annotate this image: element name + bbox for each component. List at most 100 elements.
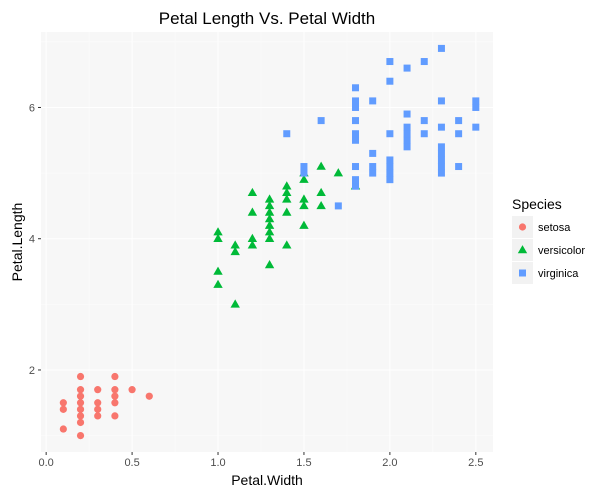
data-point-setosa [111,412,119,420]
data-point-virginica [437,156,445,164]
data-point-virginica [403,64,411,72]
data-point-virginica [352,84,360,92]
legend-key-virginica [519,269,526,277]
data-point-virginica [472,97,480,105]
data-point-versicolor [299,194,309,203]
data-point-setosa [76,392,85,400]
data-point-virginica [352,130,360,138]
data-point-versicolor [247,240,258,249]
data-point-versicolor [247,207,258,216]
data-point-setosa [76,431,85,440]
data-point-setosa [111,386,119,394]
data-point-virginica [317,117,325,125]
minor-gridlines [41,32,493,452]
data-point-virginica [352,117,360,125]
plot-panel [41,32,493,452]
data-point-virginica [386,130,394,138]
data-point-versicolor [264,200,275,210]
y-axis-ticks: 2 4 6 [29,102,41,377]
data-point-versicolor [213,266,223,275]
data-point-versicolor [264,214,275,223]
data-point-virginica [352,176,360,184]
data-point-versicolor [230,246,240,256]
legend-key-setosa [518,223,527,231]
data-point-setosa [111,372,119,381]
series-virginica [283,44,480,210]
data-point-virginica [420,117,428,125]
data-point-versicolor [230,299,240,308]
data-point-virginica [300,169,308,177]
data-point-virginica [437,163,445,171]
data-point-versicolor [213,227,223,236]
data-point-versicolor [247,233,258,242]
data-point-versicolor [230,240,240,249]
data-point-setosa [94,412,102,420]
data-point-setosa [59,399,67,407]
series-versicolor [213,161,361,308]
data-point-versicolor [282,181,292,190]
data-point-versicolor [282,240,292,249]
x-tick-label: 2.5 [468,457,483,469]
data-point-virginica [386,58,394,66]
data-point-virginica [420,58,428,66]
data-point-setosa [76,386,85,394]
data-point-virginica [455,163,463,171]
data-point-virginica [352,136,360,144]
data-point-setosa [76,418,85,427]
legend-label: virginica [538,268,579,280]
data-point-virginica [455,117,463,125]
x-tick-label: 0.5 [124,457,139,469]
data-point-setosa [128,386,136,394]
data-point-virginica [386,176,394,184]
data-point-virginica [472,123,480,131]
data-point-setosa [145,392,153,400]
data-point-virginica [403,143,411,151]
y-tick-label: 2 [29,365,35,377]
data-point-virginica [403,110,411,118]
data-point-virginica [403,136,411,144]
legend-label: setosa [538,222,571,234]
data-point-versicolor [264,260,275,269]
data-point-virginica [386,77,394,85]
data-point-virginica [437,149,445,157]
major-gridlines [41,32,493,452]
data-point-setosa [94,386,102,394]
legend-label: versicolor [538,245,585,257]
x-tick-label: 0.0 [39,457,54,469]
data-point-virginica [386,163,394,171]
data-point-versicolor [316,200,326,210]
data-point-setosa [76,399,85,407]
data-point-virginica [352,163,360,171]
chart-title: Petal Length Vs. Petal Width [159,9,375,28]
data-point-virginica [334,202,342,210]
x-tick-label: 2.0 [382,457,397,469]
data-point-versicolor [213,233,223,242]
data-point-versicolor [264,227,275,236]
data-point-setosa [111,392,119,400]
data-point-virginica [283,130,291,138]
data-point-virginica [386,169,394,177]
data-point-versicolor [282,207,292,216]
data-point-versicolor [213,279,223,288]
data-point-virginica [437,97,445,105]
series-setosa [59,372,153,440]
data-point-virginica [352,97,360,105]
data-point-setosa [76,372,85,381]
data-point-setosa [59,425,67,433]
legend-title: Species [512,196,562,212]
data-point-virginica [403,130,411,138]
x-axis-title: Petal.Width [231,472,303,488]
x-axis-ticks: 0.0 0.5 1.0 1.5 2.0 2.5 [39,452,483,469]
data-point-virginica [352,103,360,111]
data-point-virginica [369,163,377,171]
data-point-setosa [111,399,119,407]
legend-item-setosa: setosa [512,216,571,238]
data-point-virginica [437,143,445,151]
data-point-versicolor [264,207,275,216]
data-point-versicolor [264,233,275,242]
data-point-virginica [369,169,377,177]
data-point-setosa [59,405,67,413]
data-point-virginica [369,97,377,105]
data-point-virginica [437,123,445,131]
data-point-versicolor [299,200,309,210]
